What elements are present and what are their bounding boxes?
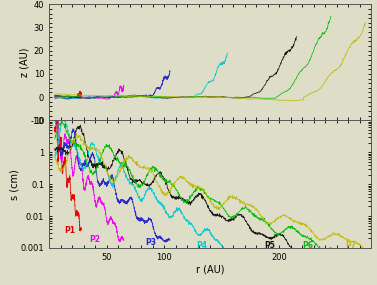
Text: P2: P2 <box>90 235 101 244</box>
Text: P7: P7 <box>345 241 356 250</box>
Text: P5: P5 <box>265 241 276 250</box>
Y-axis label: z (AU): z (AU) <box>19 48 29 77</box>
Text: P1: P1 <box>64 226 75 235</box>
Text: P4: P4 <box>197 241 208 250</box>
X-axis label: r (AU): r (AU) <box>196 264 224 274</box>
Y-axis label: s (cm): s (cm) <box>9 169 19 200</box>
Text: P3: P3 <box>145 238 156 247</box>
Text: P6: P6 <box>302 241 314 250</box>
